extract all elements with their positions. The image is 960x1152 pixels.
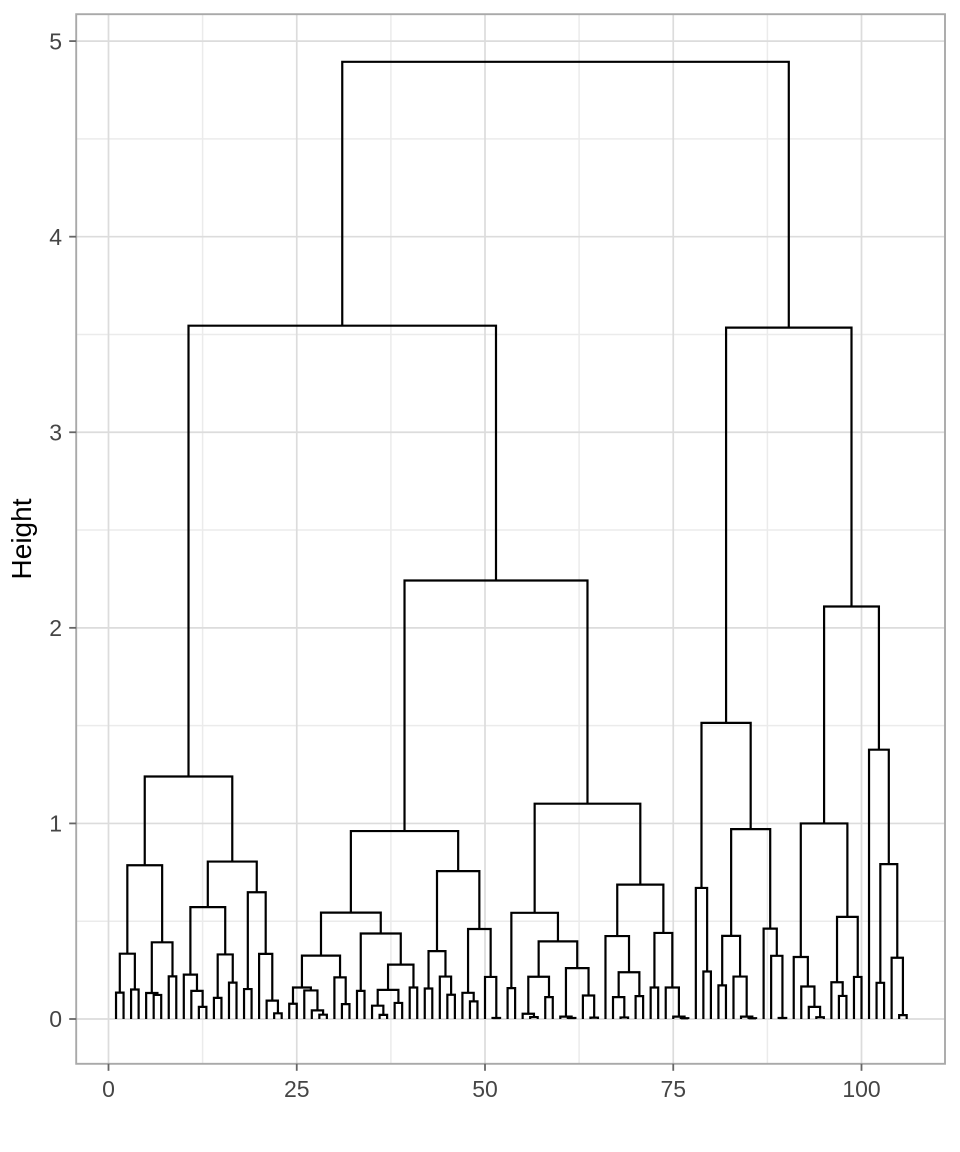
y-tick-label: 0	[49, 1006, 62, 1032]
dendrogram-branch	[491, 1016, 502, 1020]
y-tick-label: 3	[49, 419, 62, 445]
dendrogram-branch	[341, 60, 790, 328]
x-tick-label: 100	[842, 1076, 880, 1102]
panel-border	[75, 13, 946, 1065]
x-tick-label: 25	[284, 1076, 310, 1102]
y-axis-title: Height	[6, 498, 37, 579]
y-tick-label: 5	[49, 28, 62, 54]
y-tick-label: 4	[49, 224, 62, 250]
x-tick-label: 50	[472, 1076, 498, 1102]
dendrogram-branch	[777, 1016, 788, 1020]
y-tick-label: 2	[49, 615, 62, 641]
dendrogram-branch	[747, 1017, 758, 1020]
x-tick-label: 75	[660, 1076, 686, 1102]
x-tick-label: 0	[102, 1076, 115, 1102]
dendrogram-branch	[679, 1017, 690, 1020]
y-tick-label: 1	[49, 811, 62, 837]
dendrogram-branch	[566, 1016, 577, 1020]
